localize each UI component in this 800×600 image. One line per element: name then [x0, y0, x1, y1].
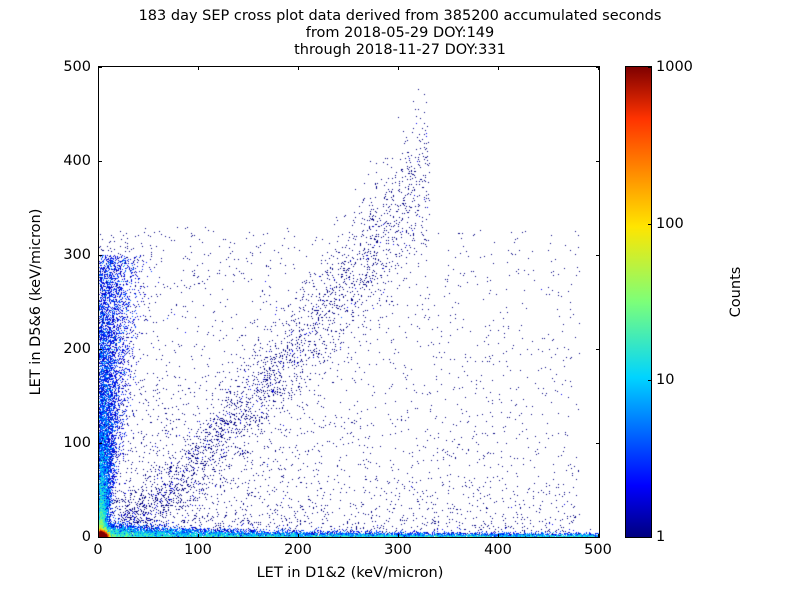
- colorbar-label: Counts: [728, 266, 744, 318]
- x-ticklabel-300: 300: [384, 542, 412, 558]
- x-ticklabel-0: 0: [93, 542, 103, 558]
- colorbar-tick-1000: [648, 67, 652, 69]
- y-tick-right-500: [596, 67, 600, 69]
- y-axis-label: LET in D5&6 (keV/micron): [28, 208, 44, 396]
- x-ticklabel-100: 100: [184, 542, 212, 558]
- colorbar-tick-100: [648, 224, 652, 226]
- y-tick-400: [98, 161, 102, 163]
- y-tick-right-0: [596, 537, 600, 539]
- y-tick-0: [98, 537, 102, 539]
- colorbar-ticklabel-1000: 1000: [656, 59, 693, 75]
- y-ticklabel-500: 500: [63, 59, 91, 75]
- y-ticklabel-300: 300: [63, 247, 91, 263]
- x-tick-300: [398, 534, 400, 538]
- y-tick-500: [98, 67, 102, 69]
- x-ticklabel-500: 500: [584, 542, 612, 558]
- y-tick-right-100: [596, 443, 600, 445]
- x-axis-label: LET in D1&2 (keV/micron): [256, 565, 444, 581]
- colorbar: [625, 66, 652, 538]
- y-ticklabel-0: 0: [81, 529, 91, 545]
- y-ticklabel-100: 100: [63, 435, 91, 451]
- colorbar-ticklabel-100: 100: [656, 216, 684, 232]
- chart-title-line-2: from 2018-05-29 DOY:149: [305, 25, 495, 41]
- y-tick-right-300: [596, 255, 600, 257]
- x-ticklabel-400: 400: [484, 542, 512, 558]
- chart-title: 183 day SEP cross plot data derived from…: [0, 8, 800, 59]
- x-tick-500: [598, 534, 600, 538]
- chart-title-line-3: through 2018-11-27 DOY:331: [294, 42, 506, 58]
- x-tick-top-100: [198, 66, 200, 70]
- x-tick-0: [98, 534, 100, 538]
- x-tick-100: [198, 534, 200, 538]
- x-tick-top-200: [298, 66, 300, 70]
- colorbar-ticklabel-10: 10: [656, 372, 675, 388]
- x-tick-200: [298, 534, 300, 538]
- x-ticklabel-200: 200: [284, 542, 312, 558]
- colorbar-gradient: [626, 67, 651, 537]
- x-tick-top-400: [498, 66, 500, 70]
- y-tick-right-400: [596, 161, 600, 163]
- scatter-point-layer: [99, 67, 599, 537]
- x-tick-top-300: [398, 66, 400, 70]
- y-tick-right-200: [596, 349, 600, 351]
- y-tick-300: [98, 255, 102, 257]
- y-ticklabel-200: 200: [63, 341, 91, 357]
- y-tick-200: [98, 349, 102, 351]
- scatter-plot-area: [98, 66, 600, 538]
- y-tick-100: [98, 443, 102, 445]
- colorbar-ticklabel-1: 1: [656, 529, 666, 545]
- colorbar-tick-1: [648, 537, 652, 539]
- chart-title-line-1: 183 day SEP cross plot data derived from…: [138, 8, 662, 24]
- colorbar-tick-10: [648, 380, 652, 382]
- y-ticklabel-400: 400: [63, 153, 91, 169]
- x-tick-400: [498, 534, 500, 538]
